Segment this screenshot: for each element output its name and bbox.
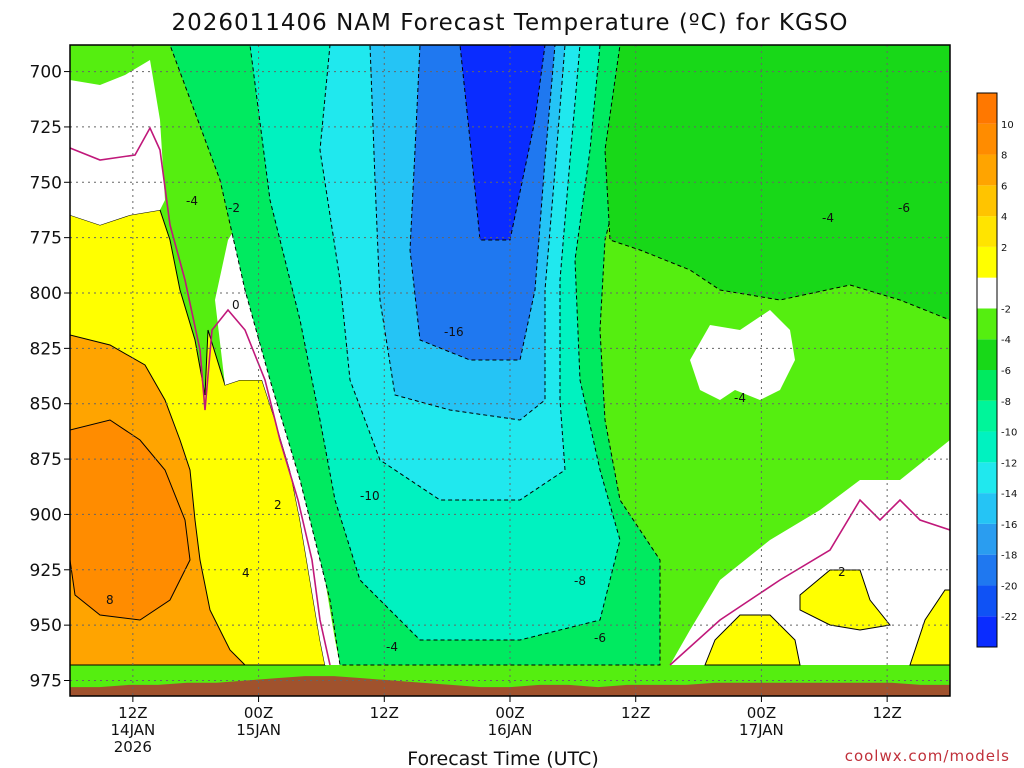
colorbar-swatch bbox=[977, 185, 997, 217]
y-tick-label: 825 bbox=[30, 339, 62, 359]
contour-label: -8 bbox=[574, 574, 586, 588]
x-tick-label: 14JAN bbox=[110, 721, 155, 739]
y-tick-label: 925 bbox=[30, 561, 62, 581]
contour-label: -2 bbox=[228, 201, 240, 215]
colorbar-swatch bbox=[977, 400, 997, 432]
late-region-white-1 bbox=[690, 310, 795, 400]
y-tick-label: 875 bbox=[30, 450, 62, 470]
y-tick-label: 800 bbox=[30, 284, 62, 304]
colorbar-tick-label: -16 bbox=[1001, 520, 1017, 531]
chart-title: 2026011406 NAM Forecast Temperature (ºC)… bbox=[171, 10, 848, 36]
colorbar-tick-label: 6 bbox=[1001, 181, 1007, 192]
cold-region-dark-blue bbox=[459, 45, 546, 241]
x-tick-label: 00Z bbox=[244, 704, 273, 722]
plot-area: -16 -10 -8 -6 -4 -4 -4 -4 -6 -2 0 2 4 8 … bbox=[70, 45, 950, 696]
y-tick-label: 900 bbox=[30, 505, 62, 525]
colorbar-swatch bbox=[977, 216, 997, 247]
colorbar-swatch bbox=[977, 616, 997, 647]
colorbar-tick-label: -4 bbox=[1001, 335, 1011, 346]
colorbar-tick-label: -18 bbox=[1001, 551, 1017, 562]
colorbar-tick-label: 4 bbox=[1001, 212, 1007, 223]
contour-label: -6 bbox=[594, 631, 606, 645]
contour-label: -4 bbox=[186, 194, 198, 208]
x-tick-label: 12Z bbox=[621, 704, 650, 722]
y-tick-label: 950 bbox=[30, 616, 62, 636]
colorbar-swatch bbox=[977, 123, 997, 155]
x-tick-label: 12Z bbox=[370, 704, 399, 722]
colorbar-swatch bbox=[977, 523, 997, 555]
colorbar-tick-label: -10 bbox=[1001, 428, 1017, 439]
colorbar-swatch bbox=[977, 277, 997, 309]
colorbar-swatch bbox=[977, 370, 997, 401]
y-tick-label: 775 bbox=[30, 229, 62, 249]
colorbar-swatch bbox=[977, 93, 997, 124]
x-tick-label: 16JAN bbox=[488, 721, 533, 739]
contour-label: 2 bbox=[274, 498, 282, 512]
y-axis: 700 725 750 775 800 825 850 875 900 925 950 975 bbox=[30, 63, 70, 692]
colorbar-tick-label: -8 bbox=[1001, 397, 1011, 408]
contour-label: -10 bbox=[360, 489, 380, 503]
freezing-line-2 bbox=[669, 498, 950, 666]
y-tick-label: 750 bbox=[30, 173, 62, 193]
colorbar-swatch bbox=[977, 246, 997, 278]
colorbar-tick-label: 8 bbox=[1001, 151, 1007, 162]
colorbar-tick-label: -14 bbox=[1001, 489, 1017, 500]
late-region-yellow-2 bbox=[799, 569, 891, 631]
x-tick-label: 15JAN bbox=[236, 721, 281, 739]
y-tick-label: 975 bbox=[30, 672, 62, 692]
colorbar-swatch bbox=[977, 462, 997, 494]
colorbar-tick-label: -12 bbox=[1001, 458, 1017, 469]
credit-text: coolwx.com/models bbox=[845, 747, 1010, 765]
x-tick-label: 12Z bbox=[118, 704, 147, 722]
ground-below-surface bbox=[70, 676, 950, 696]
contour-label: 2 bbox=[838, 565, 846, 579]
contour-label: -6 bbox=[898, 201, 910, 215]
colorbar-tick-label: -2 bbox=[1001, 304, 1011, 315]
colorbar-tick-label: 10 bbox=[1001, 120, 1014, 131]
x-tick-label: 12Z bbox=[872, 704, 901, 722]
x-tick-label: 2026 bbox=[114, 738, 152, 756]
late-region-green bbox=[604, 45, 950, 321]
contour-label: -4 bbox=[386, 640, 398, 654]
freezing-band-white bbox=[70, 60, 165, 225]
colorbar-swatch bbox=[977, 554, 997, 586]
contour-label: 8 bbox=[106, 593, 114, 607]
colorbar-frame bbox=[976, 92, 998, 648]
colorbar-tick-label: -22 bbox=[1001, 612, 1017, 623]
x-tick-label: 00Z bbox=[495, 704, 524, 722]
late-region-yellow-3 bbox=[909, 589, 950, 666]
colorbar-swatch bbox=[977, 308, 997, 340]
contour-label: 4 bbox=[242, 566, 250, 580]
colorbar-tick-label: -6 bbox=[1001, 366, 1011, 377]
freezing-line-1 bbox=[70, 126, 331, 666]
colorbar-tick-label: 2 bbox=[1001, 243, 1007, 254]
colorbar-swatch bbox=[977, 431, 997, 463]
contour-label: -4 bbox=[734, 391, 746, 405]
colorbar-swatch bbox=[977, 585, 997, 617]
x-tick-label: 00Z bbox=[747, 704, 776, 722]
late-region-yellow-1 bbox=[704, 614, 801, 666]
grid-lines bbox=[70, 45, 950, 696]
contour-label: -4 bbox=[822, 211, 834, 225]
colorbar-swatch bbox=[977, 154, 997, 186]
y-tick-label: 725 bbox=[30, 118, 62, 138]
late-region-white-2 bbox=[670, 440, 950, 665]
contour-label: -16 bbox=[444, 325, 464, 339]
y-tick-label: 850 bbox=[30, 395, 62, 415]
y-tick-label: 700 bbox=[30, 63, 62, 83]
colorbar-swatch bbox=[977, 339, 997, 370]
colorbar-swatch bbox=[977, 493, 997, 524]
contour-labels: -16 -10 -8 -6 -4 -4 -4 -4 -6 -2 0 2 4 8 … bbox=[106, 194, 910, 654]
x-tick-label: 17JAN bbox=[739, 721, 784, 739]
contour-label: 0 bbox=[232, 298, 240, 312]
x-axis-label: Forecast Time (UTC) bbox=[407, 748, 598, 768]
colorbar-tick-label: -20 bbox=[1001, 581, 1017, 592]
